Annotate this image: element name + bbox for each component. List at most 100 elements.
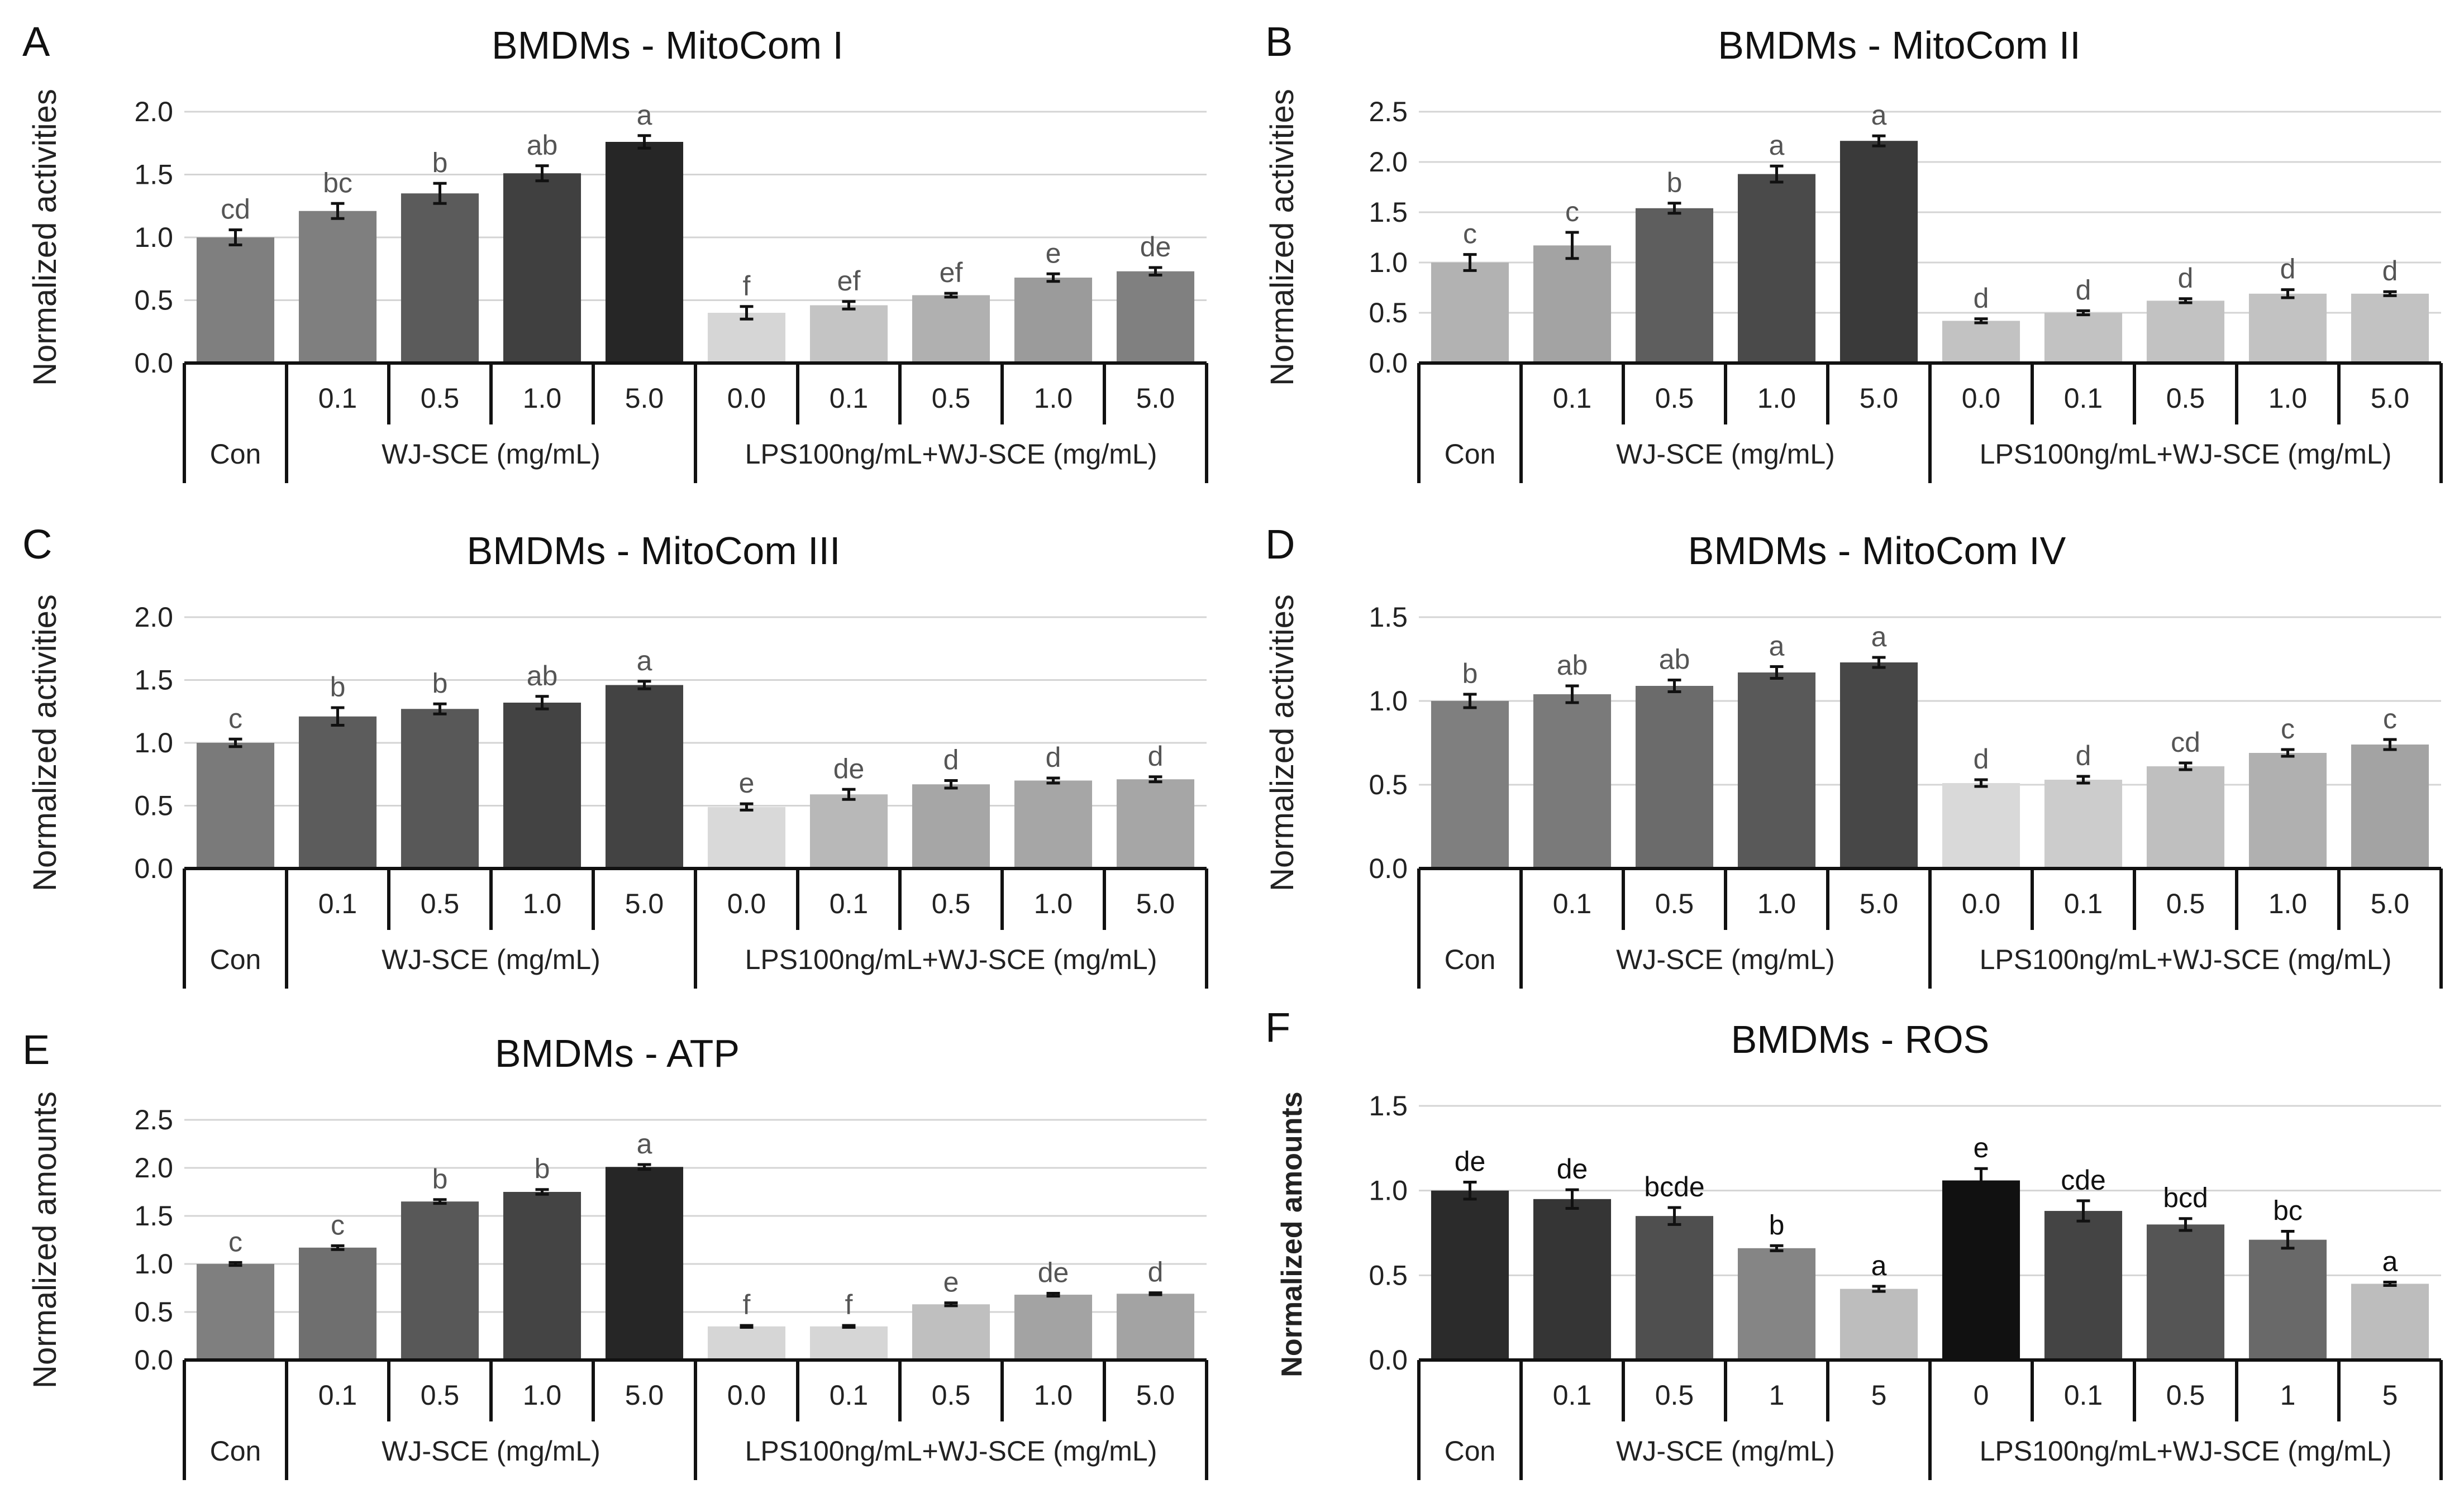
x-tick-label: 5.0: [625, 888, 664, 919]
bar: [1533, 1199, 1612, 1360]
x-tick-label: 5.0: [1136, 383, 1175, 414]
bar: [1737, 672, 1816, 869]
panel-c: C BMDMs - MitoCom III Normalized activitie…: [22, 521, 1208, 989]
panel-letter: B: [1265, 18, 1293, 65]
bar: [809, 1326, 888, 1360]
x-tick-label: 0.1: [318, 383, 358, 414]
x-tick-label: 5.0: [1860, 888, 1899, 919]
x-tick-label: 0.5: [421, 383, 460, 414]
significance-label: c: [228, 1226, 242, 1257]
significance-label: f: [743, 1289, 751, 1320]
bar: [2248, 293, 2327, 363]
group-label: LPS100ng/mL+WJ-SCE (mg/mL): [745, 438, 1157, 470]
significance-label: e: [739, 767, 755, 799]
y-tick-label: 1.0: [1369, 1175, 1408, 1206]
significance-label: d: [1148, 741, 1164, 772]
x-tick-label: 1.0: [523, 888, 562, 919]
group-label: WJ-SCE (mg/mL): [382, 1435, 600, 1467]
group-label: WJ-SCE (mg/mL): [1616, 944, 1835, 975]
panel-d: D BMDMs - MitoCom IV Normalized activities…: [1264, 521, 2443, 989]
group-label: LPS100ng/mL+WJ-SCE (mg/mL): [745, 1435, 1157, 1467]
bar: [503, 173, 582, 363]
significance-label: c: [2281, 713, 2295, 745]
significance-label: ef: [940, 257, 963, 288]
x-tick-label: 1: [1769, 1380, 1785, 1411]
bar: [1942, 783, 2020, 869]
bar: [1839, 141, 1918, 363]
y-tick-label: 1.0: [134, 1248, 173, 1280]
bar: [1116, 1294, 1195, 1360]
group-label: Con: [210, 944, 261, 975]
significance-label: a: [1871, 99, 1887, 131]
bar: [2351, 1283, 2429, 1360]
bar: [2248, 1239, 2327, 1360]
significance-label: ab: [527, 130, 558, 161]
x-tick-label: 1.0: [523, 1380, 562, 1411]
group-label: Con: [1445, 1435, 1496, 1467]
significance-label: de: [1140, 231, 1171, 263]
panel-letter: C: [22, 521, 52, 567]
y-tick-label: 1.0: [1369, 247, 1408, 278]
y-tick-label: 0.0: [134, 347, 173, 379]
significance-label: d: [2076, 740, 2091, 771]
x-tick-label: 1.0: [1034, 383, 1073, 414]
y-tick-label: 2.0: [134, 1152, 173, 1184]
significance-label: de: [1038, 1257, 1069, 1288]
group-label: WJ-SCE (mg/mL): [382, 438, 600, 470]
panel-letter: F: [1265, 1004, 1290, 1051]
x-tick-label: 1.0: [2268, 888, 2308, 919]
x-tick-label: 0.1: [830, 1380, 869, 1411]
chart-title: BMDMs - MitoCom IV: [1688, 529, 2066, 572]
y-tick-label: 2.0: [134, 602, 173, 633]
x-tick-label: 0.1: [2064, 1380, 2103, 1411]
x-tick-label: 0.5: [932, 888, 971, 919]
x-tick-label: 5.0: [2371, 888, 2410, 919]
significance-label: a: [1769, 631, 1785, 662]
bar: [1014, 1295, 1093, 1360]
y-tick-label: 1.0: [134, 222, 173, 253]
chart-title: BMDMs - ROS: [1731, 1018, 1990, 1061]
x-tick-label: 0.0: [727, 888, 766, 919]
chart-title: BMDMs - MitoCom III: [467, 529, 841, 572]
bar: [707, 313, 786, 363]
x-tick-label: 5: [1871, 1380, 1887, 1411]
group-label: Con: [1445, 944, 1496, 975]
y-tick-label: 0.5: [134, 790, 173, 822]
bar: [1533, 245, 1612, 363]
bar: [809, 794, 888, 869]
bar: [1116, 271, 1195, 363]
bar: [2146, 1224, 2225, 1360]
y-axis-label: Normalized activities: [1264, 89, 1300, 386]
bar: [196, 1264, 275, 1360]
bar: [1431, 263, 1509, 363]
bar: [1737, 1248, 1816, 1360]
x-tick-label: 1.0: [523, 383, 562, 414]
chart-title: BMDMs - MitoCom I: [492, 23, 843, 67]
significance-label: b: [432, 667, 448, 699]
significance-label: c: [1565, 196, 1579, 227]
y-axis-label: Normalized amounts: [1276, 1091, 1308, 1377]
significance-label: b: [1667, 167, 1683, 198]
bar: [809, 305, 888, 363]
bar: [1116, 779, 1195, 869]
bar: [2248, 753, 2327, 869]
x-tick-label: 0.5: [2166, 1380, 2205, 1411]
bar: [401, 709, 479, 869]
significance-label: d: [2382, 255, 2398, 287]
panel-letter: D: [1265, 521, 1295, 567]
y-tick-label: 0.5: [1369, 297, 1408, 328]
bar: [298, 211, 377, 363]
bar: [605, 1167, 684, 1360]
x-tick-label: 5.0: [2371, 383, 2410, 414]
significance-label: c: [1463, 218, 1477, 250]
bar: [1839, 1289, 1918, 1360]
y-tick-label: 2.5: [1369, 96, 1408, 127]
y-tick-label: 0.5: [134, 285, 173, 316]
bar: [912, 295, 990, 363]
significance-label: b: [1462, 658, 1478, 689]
panel-f: F BMDMs - ROS Normalized amounts 0.0 0.5 1.0 1…: [1265, 1004, 2443, 1480]
x-tick-label: 0.0: [1962, 383, 2001, 414]
group-label: LPS100ng/mL+WJ-SCE (mg/mL): [745, 944, 1157, 975]
group-label: Con: [210, 1435, 261, 1467]
y-tick-label: 2.5: [134, 1104, 173, 1135]
